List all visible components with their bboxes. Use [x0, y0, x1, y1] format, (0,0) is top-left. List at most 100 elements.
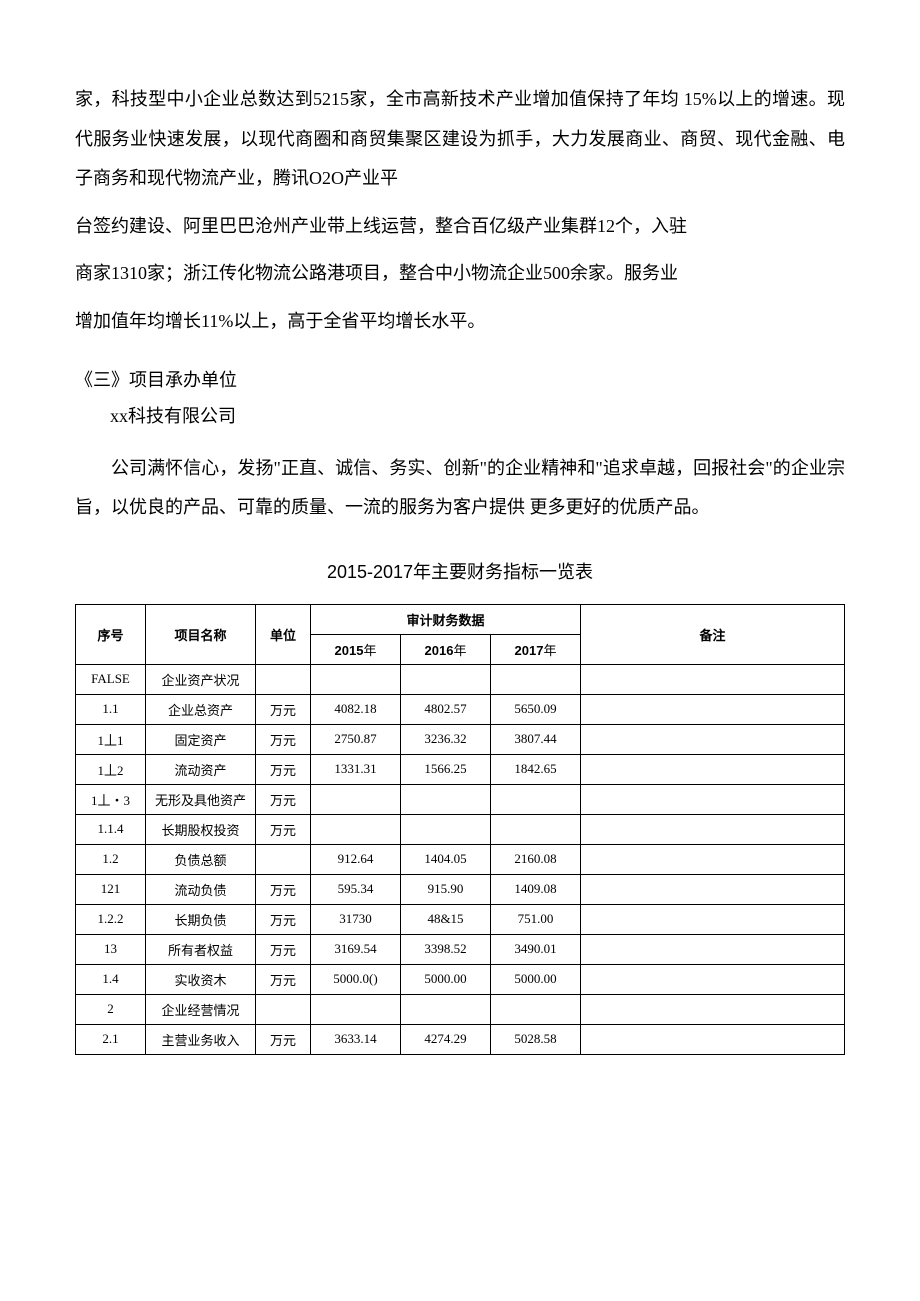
- table-cell-unit: 万元: [256, 964, 311, 994]
- table-cell-y2016: 1404.05: [401, 844, 491, 874]
- table-cell-remark: [581, 664, 845, 694]
- table-cell-name: 负债总额: [146, 844, 256, 874]
- table-cell-y2016: 48&15: [401, 904, 491, 934]
- table-cell-seq: 1.4: [76, 964, 146, 994]
- year-2017-txt: 年: [543, 643, 556, 658]
- table-cell-y2015: [311, 994, 401, 1024]
- table-cell-y2017: 5650.09: [491, 694, 581, 724]
- table-cell-seq: 1丄2: [76, 754, 146, 784]
- table-cell-y2017: 1409.08: [491, 874, 581, 904]
- body-paragraph-2: 台签约建设、阿里巴巴沧州产业带上线运营，整合百亿级产业集群12个，入驻: [75, 207, 845, 247]
- table-cell-name: 主营业务收入: [146, 1024, 256, 1054]
- company-name: xx科技有限公司: [75, 398, 845, 434]
- table-cell-seq: 1.1.4: [76, 814, 146, 844]
- table-cell-seq: 1.2.2: [76, 904, 146, 934]
- table-cell-y2016: [401, 814, 491, 844]
- table-cell-y2016: 5000.00: [401, 964, 491, 994]
- table-row: 1.2.2长期负债万元3173048&15751.00: [76, 904, 845, 934]
- table-cell-y2016: 3236.32: [401, 724, 491, 754]
- table-cell-unit: 万元: [256, 694, 311, 724]
- table-cell-y2015: 31730: [311, 904, 401, 934]
- table-cell-name: 企业总资产: [146, 694, 256, 724]
- table-cell-unit: 万元: [256, 784, 311, 814]
- table-cell-remark: [581, 994, 845, 1024]
- table-row: FALSE企业资产状况: [76, 664, 845, 694]
- table-cell-remark: [581, 844, 845, 874]
- table-cell-y2015: 3169.54: [311, 934, 401, 964]
- table-cell-y2017: 5000.00: [491, 964, 581, 994]
- header-seq: 序号: [76, 604, 146, 664]
- header-name: 项目名称: [146, 604, 256, 664]
- table-cell-seq: 121: [76, 874, 146, 904]
- table-cell-unit: 万元: [256, 754, 311, 784]
- body-paragraph-4: 增加值年均增长11%以上，高于全省平均增长水平。: [75, 302, 845, 342]
- table-cell-y2017: [491, 664, 581, 694]
- year-2016-num: 2016: [425, 643, 454, 658]
- table-cell-name: 固定资产: [146, 724, 256, 754]
- table-cell-seq: 1丄・3: [76, 784, 146, 814]
- header-2017: 2017年: [491, 634, 581, 664]
- table-row: 1丄・3无形及具他资产万元: [76, 784, 845, 814]
- table-row: 121流动负债万元595.34915.901409.08: [76, 874, 845, 904]
- table-cell-y2015: [311, 664, 401, 694]
- table-cell-unit: 万元: [256, 724, 311, 754]
- table-cell-y2015: 595.34: [311, 874, 401, 904]
- table-cell-remark: [581, 874, 845, 904]
- table-cell-y2017: [491, 814, 581, 844]
- table-cell-name: 无形及具他资产: [146, 784, 256, 814]
- body-paragraph-3: 商家1310家；浙江传化物流公路港项目，整合中小物流企业500余家。服务业: [75, 254, 845, 294]
- table-cell-y2016: 4802.57: [401, 694, 491, 724]
- table-row: 1.1企业总资产万元4082.184802.575650.09: [76, 694, 845, 724]
- table-cell-name: 流动负债: [146, 874, 256, 904]
- table-cell-unit: 万元: [256, 934, 311, 964]
- table-cell-seq: 1丄1: [76, 724, 146, 754]
- table-cell-name: 长期负债: [146, 904, 256, 934]
- table-row: 13所有者权益万元3169.543398.523490.01: [76, 934, 845, 964]
- table-cell-remark: [581, 1024, 845, 1054]
- table-row: 1.2负债总额912.641404.052160.08: [76, 844, 845, 874]
- table-cell-unit: 万元: [256, 814, 311, 844]
- table-cell-y2016: 915.90: [401, 874, 491, 904]
- financial-table: 序号 项目名称 单位 审计财务数据 备注 2015年 2016年 2017年 F…: [75, 604, 845, 1055]
- table-cell-remark: [581, 964, 845, 994]
- year-2016-txt: 年: [453, 643, 466, 658]
- header-audit: 审计财务数据: [311, 604, 581, 634]
- table-cell-name: 流动资产: [146, 754, 256, 784]
- table-row: 1丄1固定资产万元2750.873236.323807.44: [76, 724, 845, 754]
- table-title: 2015-2017年主要财务指标一览表: [75, 558, 845, 584]
- table-cell-name: 企业经营情况: [146, 994, 256, 1024]
- table-cell-y2015: 4082.18: [311, 694, 401, 724]
- table-cell-y2015: 5000.0(): [311, 964, 401, 994]
- table-cell-remark: [581, 754, 845, 784]
- table-cell-remark: [581, 694, 845, 724]
- table-cell-y2016: 4274.29: [401, 1024, 491, 1054]
- company-description: 公司满怀信心，发扬"正直、诚信、务实、创新"的企业精神和"追求卓越，回报社会"的…: [75, 449, 845, 528]
- section-heading: 《三》项目承办单位: [75, 362, 845, 398]
- table-header-row-1: 序号 项目名称 单位 审计财务数据 备注: [76, 604, 845, 634]
- table-cell-remark: [581, 814, 845, 844]
- table-cell-name: 企业资产状况: [146, 664, 256, 694]
- table-cell-unit: 万元: [256, 874, 311, 904]
- table-cell-y2016: 1566.25: [401, 754, 491, 784]
- body-paragraph-1: 家，科技型中小企业总数达到5215家，全市高新技术产业增加值保持了年均 15%以…: [75, 80, 845, 199]
- table-cell-seq: 2: [76, 994, 146, 1024]
- header-2015: 2015年: [311, 634, 401, 664]
- table-cell-unit: 万元: [256, 904, 311, 934]
- header-remark: 备注: [581, 604, 845, 664]
- table-cell-seq: 1.1: [76, 694, 146, 724]
- table-cell-y2015: [311, 784, 401, 814]
- table-cell-unit: 万元: [256, 1024, 311, 1054]
- table-cell-unit: [256, 664, 311, 694]
- table-cell-y2015: 1331.31: [311, 754, 401, 784]
- table-cell-y2016: 3398.52: [401, 934, 491, 964]
- table-cell-y2015: [311, 814, 401, 844]
- year-2017-num: 2017: [515, 643, 544, 658]
- table-cell-name: 所有者权益: [146, 934, 256, 964]
- table-cell-y2017: 3490.01: [491, 934, 581, 964]
- table-cell-y2017: [491, 994, 581, 1024]
- table-cell-y2015: 912.64: [311, 844, 401, 874]
- table-cell-remark: [581, 784, 845, 814]
- table-cell-y2016: [401, 664, 491, 694]
- table-cell-seq: FALSE: [76, 664, 146, 694]
- table-cell-seq: 13: [76, 934, 146, 964]
